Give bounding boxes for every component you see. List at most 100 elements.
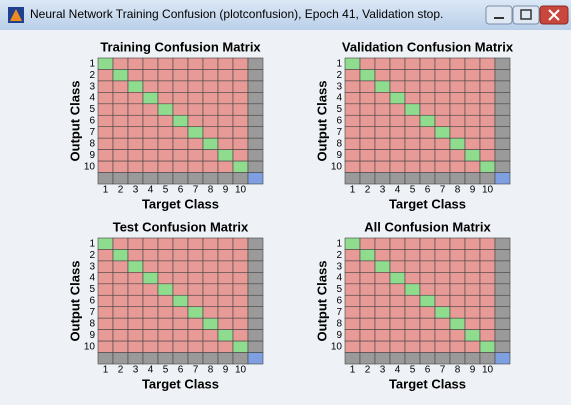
matrix-cell <box>247 160 264 173</box>
x-tick-label: 9 <box>470 185 476 196</box>
matrix-cell <box>494 317 511 330</box>
y-tick-label: 5 <box>89 284 95 295</box>
matrix-cell <box>202 92 219 105</box>
matrix-cell <box>232 114 249 128</box>
matrix-cell <box>359 137 376 150</box>
matrix-cell <box>112 237 129 250</box>
matrix-cell <box>449 283 466 296</box>
y-tick-label: 10 <box>84 341 96 352</box>
matrix-cell <box>127 80 144 93</box>
matrix-cell <box>97 283 114 296</box>
matrix-cell <box>404 352 421 365</box>
matrix-cell <box>449 329 466 342</box>
matrix-cell <box>187 126 204 139</box>
matrix-cell <box>389 249 406 262</box>
matrix-cell <box>97 249 114 262</box>
matrix-cell <box>359 92 376 105</box>
plot-title: Validation Confusion Matrix <box>342 39 514 54</box>
matrix-cell <box>142 237 159 250</box>
matrix-cell <box>202 260 219 273</box>
y-tick-label: 1 <box>89 238 95 249</box>
matrix-cell <box>389 137 406 150</box>
matrix-cell <box>389 114 406 128</box>
y-tick-label: 4 <box>89 273 95 284</box>
matrix-cell <box>344 249 361 262</box>
matrix-cell <box>202 80 219 93</box>
matrix-cell <box>434 149 451 162</box>
x-tick-label: 1 <box>103 365 109 376</box>
x-tick-label: 5 <box>163 185 169 196</box>
matrix-cell <box>232 294 249 308</box>
matrix-cell <box>172 137 189 150</box>
matrix-cell <box>157 329 174 342</box>
matrix-cell <box>127 57 144 70</box>
matrix-cell <box>344 80 361 93</box>
matrix-cell <box>217 92 234 105</box>
matrix-cell <box>157 352 174 365</box>
matrix-cell <box>374 137 391 150</box>
matrix-cell <box>344 126 361 139</box>
x-tick-label: 1 <box>103 185 109 196</box>
matrix-cell <box>157 283 174 296</box>
matrix-cell <box>157 340 174 353</box>
matrix-cell <box>202 103 219 116</box>
matrix-cell <box>127 294 144 308</box>
matrix-cell <box>404 237 421 250</box>
matrix-cell <box>449 340 466 353</box>
matrix-cell <box>127 249 144 262</box>
matrix-cell <box>202 340 219 353</box>
matrix-cell <box>449 69 466 82</box>
x-tick-label: 2 <box>365 365 371 376</box>
y-tick-label: 10 <box>84 161 96 172</box>
matrix-cell <box>97 92 114 105</box>
matrix-cell <box>247 126 264 139</box>
y-tick-label: 2 <box>89 250 95 261</box>
matrix-cell <box>142 160 159 173</box>
matrix-cell <box>187 352 204 365</box>
matrix-cell <box>464 172 481 185</box>
y-tick-label: 2 <box>336 70 342 81</box>
matrix-cell <box>232 283 249 296</box>
matrix-cell <box>434 260 451 273</box>
matrix-cell <box>449 272 466 285</box>
matrix-cell <box>479 306 496 319</box>
matrix-cell <box>112 69 129 82</box>
matrix-cell <box>464 149 481 162</box>
y-tick-label: 3 <box>89 261 95 272</box>
maximize-button[interactable] <box>512 5 540 25</box>
matrix-cell <box>434 272 451 285</box>
y-tick-label: 5 <box>336 284 342 295</box>
matrix-cell <box>157 114 174 128</box>
matrix-cell <box>479 137 496 150</box>
matrix-cell <box>344 317 361 330</box>
matrix-cell <box>127 317 144 330</box>
matrix-cell <box>127 352 144 365</box>
matrix-cell <box>449 137 466 150</box>
matrix-cell <box>359 340 376 353</box>
y-tick-label: 3 <box>336 261 342 272</box>
matrix-cell <box>127 306 144 319</box>
x-tick-label: 6 <box>425 185 431 196</box>
matrix-cell <box>419 272 436 285</box>
minimize-button[interactable] <box>485 5 513 25</box>
matrix-cell <box>494 283 511 296</box>
matrix-cell <box>344 172 361 185</box>
matrix-cell <box>494 80 511 93</box>
matrix-cell <box>112 352 129 365</box>
matrix-cell <box>419 329 436 342</box>
matrix-cell <box>479 283 496 296</box>
matrix-cell <box>232 69 249 82</box>
matrix-cell <box>359 306 376 319</box>
matrix-cell <box>374 172 391 185</box>
x-tick-label: 8 <box>208 185 214 196</box>
matrix-cell <box>479 272 496 285</box>
matrix-cell <box>247 352 264 365</box>
matrix-cell <box>374 329 391 342</box>
matrix-cell <box>112 149 129 162</box>
matrix-cell <box>217 160 234 173</box>
y-axis-label: Output Class <box>67 261 82 342</box>
matrix-cell <box>494 294 511 308</box>
matrix-cell <box>479 340 496 353</box>
matrix-cell <box>232 260 249 273</box>
matrix-cell <box>142 329 159 342</box>
